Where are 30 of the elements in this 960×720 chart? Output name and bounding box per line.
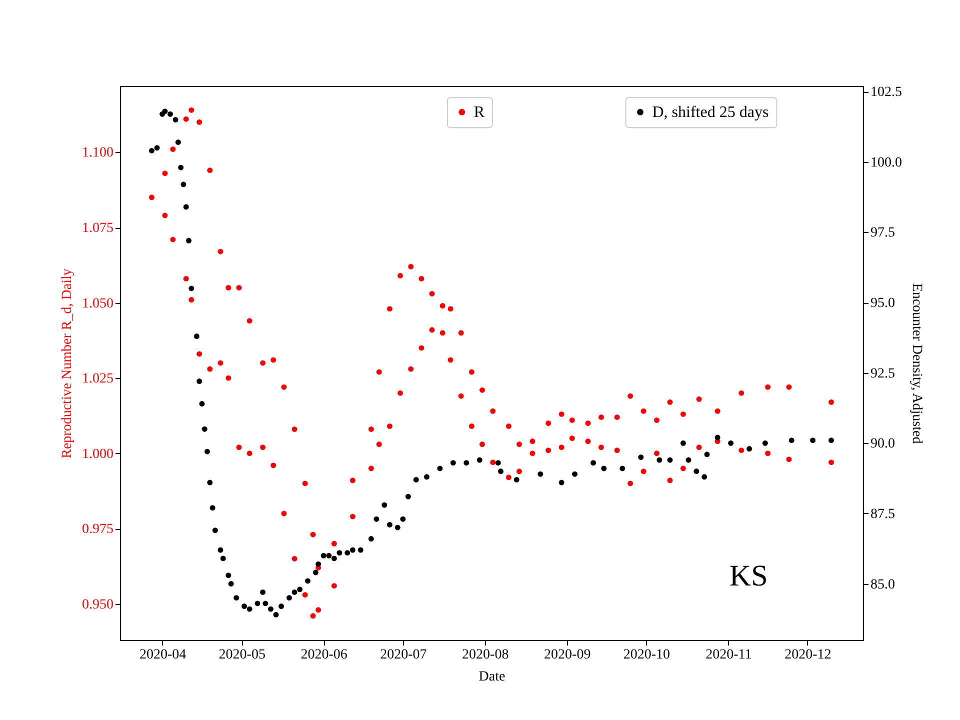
x-tick-label: 2020-06 [300,648,348,662]
x-tick-label: 2020-12 [784,648,832,662]
y2-tick-label: 97.5 [870,226,895,241]
y-tick-label: 1.000 [82,446,114,462]
y2-tick-label: 100.0 [870,155,902,170]
y2-tick-label: 102.5 [870,85,902,100]
y2-tick-label: 85.0 [870,577,895,592]
x-tick-label: 2020-08 [462,648,509,662]
x-tick-label: 2020-09 [544,648,591,662]
y2-tick-label: 90.0 [870,436,895,452]
x-tick-label: 2020-05 [218,648,266,662]
x-axis-title: Date [478,670,506,684]
legend-label: D, shifted 25 days [652,104,769,122]
y-tick-label: 1.050 [82,296,114,312]
y-tick-label: 0.975 [82,522,114,538]
y-tick-label: 0.950 [82,597,114,612]
x-tick-label: 2020-07 [380,648,427,662]
legend-label: R [474,104,485,122]
x-tick-label: 2020-04 [139,648,186,662]
y-tick-label: 1.100 [82,146,114,161]
x-tick-label: 2020-11 [706,648,752,662]
x-tick-label: 2020-10 [623,648,670,662]
y2-tick-label: 87.5 [870,506,895,522]
y2-axis-title: Encounter Density, Adjusted [909,283,924,444]
y-tick-label: 1.075 [82,221,114,236]
y-axis-title: Reproductive Number R_d, Daily [60,268,75,458]
annotation: KS [729,559,768,592]
y2-tick-label: 92.5 [870,366,895,382]
y-tick-label: 1.025 [82,372,114,387]
y2-tick-label: 95.0 [870,296,895,312]
